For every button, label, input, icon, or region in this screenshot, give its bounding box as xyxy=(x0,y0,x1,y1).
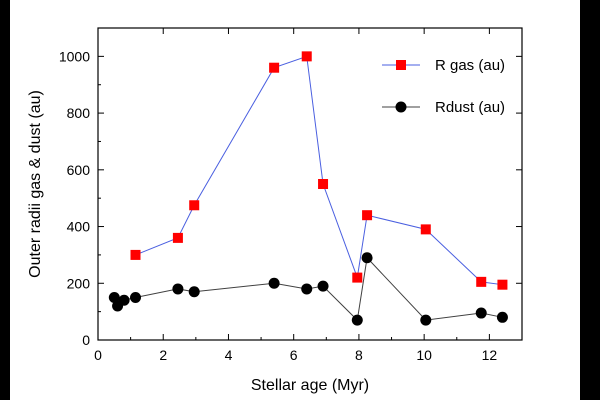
y-tick-label: 600 xyxy=(67,162,91,178)
gas-point xyxy=(189,200,200,211)
legend: R gas (au) Rdust (au) xyxy=(382,57,505,116)
dust-point xyxy=(130,291,142,303)
series-dust xyxy=(108,252,508,326)
legend-label: Rdust (au) xyxy=(435,99,505,116)
dust-point xyxy=(172,283,184,295)
dust-point xyxy=(475,307,487,319)
x-tick-label: 0 xyxy=(94,347,102,363)
dust-point xyxy=(317,280,329,292)
gas-point xyxy=(130,249,141,260)
gas-point xyxy=(476,276,487,287)
legend-label: R gas (au) xyxy=(435,57,505,74)
gas-point xyxy=(269,62,280,73)
x-tick-label: 8 xyxy=(355,347,363,363)
y-axis-title: Outer radii gas & dust (au) xyxy=(27,90,44,278)
gas-point xyxy=(172,232,183,243)
x-tick-label: 10 xyxy=(416,347,432,363)
dust-point xyxy=(351,314,363,326)
chart-panel xyxy=(10,0,580,400)
gas-point xyxy=(352,272,363,283)
series-layer xyxy=(108,51,508,326)
gas-point xyxy=(362,210,373,221)
gas-line xyxy=(135,55,503,286)
legend-item-dust: Rdust (au) xyxy=(382,99,505,116)
plot-frame xyxy=(97,27,523,341)
gas-point xyxy=(420,224,431,235)
series-gas xyxy=(130,51,508,290)
y-tick-label: 800 xyxy=(67,105,91,121)
gas-point xyxy=(301,51,312,62)
y-tick-label: 200 xyxy=(67,275,91,291)
legend-marker-circle xyxy=(395,101,407,113)
dust-point xyxy=(118,294,130,306)
tick-layer: 0 2 4 6 8 10 12 0 200 400 600 800 1000 xyxy=(59,28,522,363)
y-tick-label: 1000 xyxy=(59,48,90,64)
dust-point xyxy=(108,291,120,303)
x-tick-label: 2 xyxy=(159,347,167,363)
legend-item-gas: R gas (au) xyxy=(382,57,505,74)
y-tick-label: 0 xyxy=(82,332,90,348)
y-tick-label: 400 xyxy=(67,219,91,235)
plot-frame-layer xyxy=(97,27,523,341)
gas-point xyxy=(318,179,329,189)
dust-point xyxy=(361,252,373,264)
dust-point xyxy=(496,311,508,323)
dust-point xyxy=(420,314,432,326)
dust-point xyxy=(301,283,313,295)
dust-point xyxy=(268,277,280,289)
dust-point xyxy=(188,286,200,298)
x-axis-title: Stellar age (Myr) xyxy=(251,377,369,394)
x-tick-label: 4 xyxy=(225,347,233,363)
x-tick-label: 6 xyxy=(290,347,298,363)
gas-point xyxy=(497,279,508,290)
x-tick-label: 12 xyxy=(482,347,498,363)
legend-marker-square xyxy=(396,60,406,70)
